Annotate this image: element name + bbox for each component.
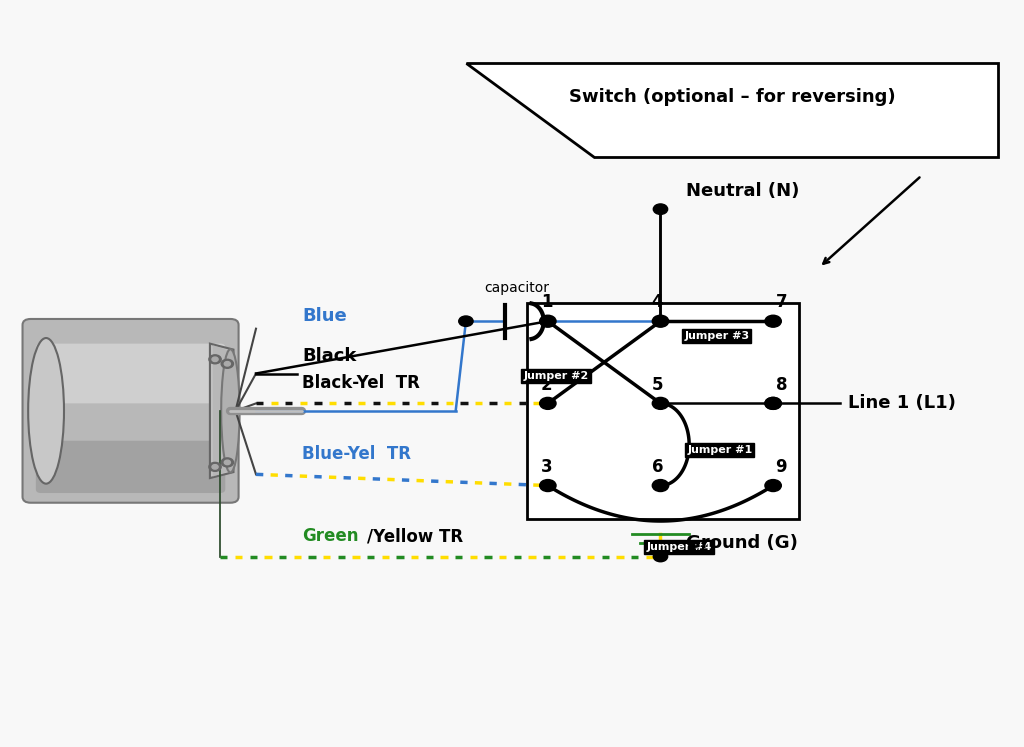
Circle shape [212,465,218,469]
Text: 5: 5 [651,376,664,394]
Bar [527,303,799,519]
Polygon shape [210,344,233,478]
Circle shape [224,460,230,465]
Polygon shape [466,63,998,157]
Text: Line 1 (L1): Line 1 (L1) [848,394,955,412]
Circle shape [459,316,473,326]
Text: Jumper #4: Jumper #4 [646,542,712,552]
Ellipse shape [221,350,240,472]
Text: 3: 3 [541,458,553,476]
Text: 8: 8 [775,376,787,394]
Circle shape [765,480,781,492]
Circle shape [765,397,781,409]
Text: Blue-Yel  TR: Blue-Yel TR [302,445,411,463]
Circle shape [653,551,668,562]
Polygon shape [213,345,230,477]
Circle shape [652,397,669,409]
Text: Black-Yel  TR: Black-Yel TR [302,374,420,392]
FancyBboxPatch shape [36,344,225,403]
Text: Neutral (N): Neutral (N) [686,182,800,200]
Text: capacitor: capacitor [484,281,550,295]
FancyBboxPatch shape [23,319,239,503]
Text: 1: 1 [541,294,553,311]
Circle shape [540,397,556,409]
Text: /Yellow TR: /Yellow TR [367,527,463,545]
Text: 4: 4 [651,294,664,311]
Circle shape [221,458,233,467]
Text: Blue: Blue [302,307,347,325]
Text: 7: 7 [775,294,787,311]
Ellipse shape [28,338,63,484]
Text: 9: 9 [775,458,787,476]
Text: Switch (optional – for reversing): Switch (optional – for reversing) [569,88,895,106]
Text: 6: 6 [651,458,664,476]
FancyBboxPatch shape [36,441,225,493]
Circle shape [653,204,668,214]
Circle shape [652,480,669,492]
Text: Jumper #2: Jumper #2 [523,371,589,381]
Text: Green: Green [302,527,358,545]
Circle shape [221,359,233,368]
Text: Black: Black [302,347,356,365]
Circle shape [209,462,221,471]
Text: Jumper #1: Jumper #1 [687,445,753,456]
Circle shape [652,315,669,327]
Circle shape [653,316,668,326]
Circle shape [212,357,218,362]
Text: Ground (G): Ground (G) [686,534,798,552]
Circle shape [540,480,556,492]
Text: Jumper #3: Jumper #3 [684,331,750,341]
Circle shape [209,355,221,364]
Text: 2: 2 [541,376,553,394]
Circle shape [540,315,556,327]
Circle shape [765,397,781,409]
Circle shape [765,315,781,327]
Circle shape [224,362,230,366]
